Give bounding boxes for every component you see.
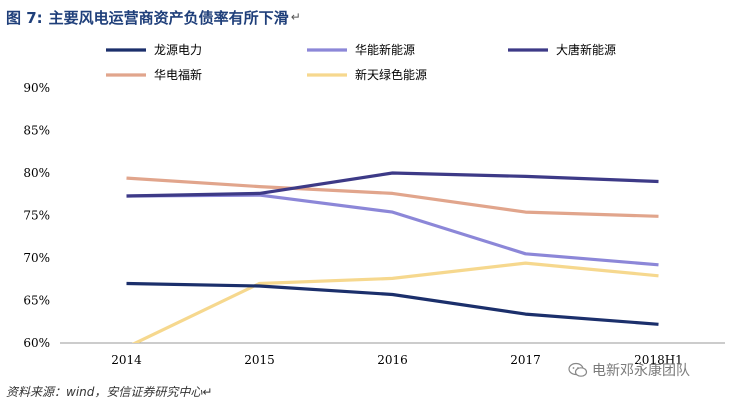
legend-label: 龙源电力: [154, 43, 202, 57]
y-tick-label: 80%: [23, 166, 50, 180]
x-tick-label: 2017: [510, 353, 541, 367]
legend-label: 华能新能源: [355, 42, 415, 57]
y-tick-label: 70%: [23, 251, 50, 265]
chart-title: 图 7: 主要风电运营商资产负债率有所下滑 ↵: [6, 5, 301, 29]
y-tick-label: 85%: [23, 124, 50, 138]
y-tick-label: 65%: [23, 294, 50, 308]
legend-label: 大唐新能源: [556, 42, 616, 57]
watermark-text: 电新邓永康团队: [592, 363, 690, 379]
x-tick-label: 2016: [377, 353, 408, 367]
y-tick-label: 75%: [23, 209, 50, 223]
source-note: 资料来源：wind，安信证券研究中心↵: [6, 385, 213, 399]
legend-label: 华电福新: [154, 67, 202, 82]
series-line: [131, 261, 659, 343]
watermark: 电新邓永康团队: [568, 360, 690, 380]
x-tick-label: 2018H1: [634, 353, 683, 367]
x-axis: 2014 2015 2016 2017 2018H1: [60, 342, 725, 367]
legend-item: 华能新能源: [307, 42, 415, 57]
wechat-icon: [568, 362, 588, 377]
figure-label: 图 7:: [6, 8, 43, 27]
y-tick-label: 90%: [23, 81, 50, 95]
title-text: 主要风电运营商资产负债率有所下滑: [48, 8, 289, 27]
series-lines: [126, 171, 659, 343]
legend-item: 大唐新能源: [508, 42, 616, 57]
series-line: [126, 193, 659, 267]
legend-item: 龙源电力: [106, 43, 202, 57]
x-tick-label: 2014: [111, 353, 142, 367]
y-tick-label: 60%: [23, 336, 50, 350]
legend-label: 新天绿色能源: [355, 67, 427, 82]
y-axis: 60% 65% 70% 75% 80% 85% 90%: [23, 81, 50, 350]
x-tick-label: 2015: [244, 353, 275, 367]
legend-item: 华电福新: [106, 67, 202, 82]
series-line: [126, 176, 659, 218]
series-line: [126, 281, 659, 326]
paragraph-mark: ↵: [290, 10, 301, 24]
legend-item: 新天绿色能源: [307, 67, 427, 82]
series-line: [126, 171, 659, 198]
